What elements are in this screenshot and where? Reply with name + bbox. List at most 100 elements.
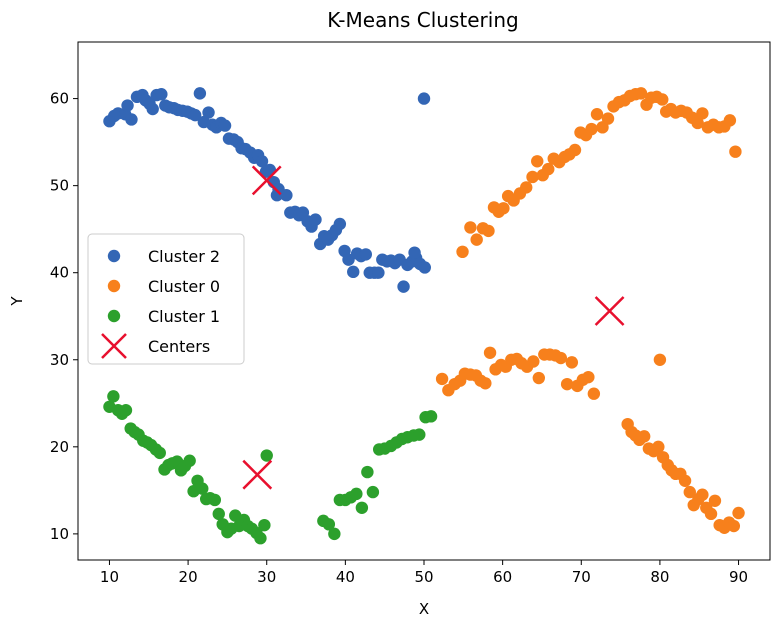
data-point: [637, 430, 651, 443]
x-tick-label: 50: [414, 568, 433, 586]
y-tick-label: 30: [50, 351, 69, 369]
y-tick-label: 50: [50, 177, 69, 195]
data-point: [183, 454, 196, 467]
data-point: [683, 485, 696, 499]
legend-label: Cluster 2: [148, 247, 220, 266]
data-point: [155, 88, 168, 101]
data-point: [482, 224, 495, 238]
data-point: [372, 266, 385, 279]
data-point: [218, 119, 232, 132]
x-tick-label: 20: [179, 568, 198, 586]
data-point: [601, 112, 615, 125]
data-point: [456, 245, 469, 259]
legend: Cluster 2 Cluster 0 Cluster 1 Centers: [87, 233, 245, 365]
data-point: [107, 390, 120, 403]
data-point: [342, 253, 355, 266]
chart-title: K-Means Clustering: [327, 8, 518, 32]
x-tick-label: 60: [493, 568, 512, 586]
legend-box: [87, 233, 245, 365]
data-point: [708, 494, 722, 507]
data-point: [696, 488, 709, 501]
data-point: [355, 501, 369, 514]
data-point: [691, 116, 704, 130]
data-point: [254, 532, 267, 545]
data-point: [146, 102, 159, 116]
series-centers: [242, 165, 625, 490]
data-point: [526, 170, 539, 184]
plot-area: [103, 87, 745, 545]
data-point: [435, 372, 449, 386]
x-tick-label: 40: [336, 568, 355, 586]
data-point: [361, 465, 374, 479]
data-point: [634, 87, 648, 100]
data-point: [125, 113, 138, 126]
data-point: [359, 248, 373, 261]
data-point: [196, 482, 209, 495]
data-point: [255, 155, 269, 168]
data-point: [413, 428, 426, 441]
center-marker: [242, 459, 273, 490]
y-axis: 10 20 30 40 50 60: [50, 90, 78, 543]
data-point: [366, 485, 380, 499]
data-point: [258, 518, 271, 532]
y-axis-label: Y: [8, 296, 26, 307]
data-point: [560, 377, 574, 391]
x-tick-label: 70: [572, 568, 591, 586]
y-tick-label: 60: [50, 90, 69, 108]
data-point: [704, 507, 718, 521]
series-cluster-1: [103, 390, 438, 545]
data-point: [470, 233, 483, 246]
legend-label: Cluster 0: [148, 277, 220, 296]
data-point: [417, 92, 431, 105]
data-point: [408, 246, 421, 259]
legend-marker-centers: [101, 333, 127, 359]
data-point: [208, 493, 222, 507]
data-point: [119, 404, 133, 417]
x-tick-label: 90: [729, 568, 748, 586]
data-point: [678, 474, 692, 487]
x-axis: 10 20 30 40 50 60 70 80 90: [100, 560, 748, 586]
data-point: [554, 351, 568, 365]
data-point: [424, 410, 438, 423]
data-point: [723, 114, 737, 127]
series-cluster-0: [435, 87, 745, 534]
data-point: [652, 440, 665, 454]
data-point: [309, 213, 322, 226]
data-point: [653, 353, 667, 366]
data-point: [121, 99, 134, 112]
data-point: [328, 527, 341, 541]
data-point: [727, 519, 741, 533]
data-point: [153, 446, 166, 460]
data-point: [497, 202, 510, 215]
x-tick-label: 10: [100, 568, 119, 586]
data-point: [582, 370, 595, 384]
y-tick-label: 20: [50, 438, 69, 456]
data-point: [350, 487, 363, 501]
data-point: [322, 518, 336, 531]
data-point: [188, 108, 202, 122]
data-point: [483, 346, 497, 359]
data-point: [212, 507, 225, 521]
data-point: [479, 377, 492, 390]
y-tick-label: 10: [50, 525, 69, 543]
x-tick-label: 30: [257, 568, 276, 586]
data-point: [532, 371, 546, 385]
data-point: [520, 181, 533, 194]
legend-label: Cluster 1: [148, 307, 220, 326]
data-point: [732, 506, 745, 520]
data-point: [464, 221, 477, 234]
data-point: [585, 122, 598, 136]
data-point: [202, 106, 215, 119]
data-point: [656, 93, 669, 106]
center-marker: [594, 296, 625, 326]
legend-marker: [107, 309, 121, 323]
data-point: [696, 107, 709, 120]
data-point: [280, 189, 293, 202]
data-point: [418, 261, 431, 274]
legend-marker: [107, 249, 121, 263]
data-point: [590, 108, 604, 121]
series-cluster-2: [103, 87, 431, 293]
y-tick-label: 40: [50, 264, 69, 282]
data-point: [729, 145, 742, 158]
